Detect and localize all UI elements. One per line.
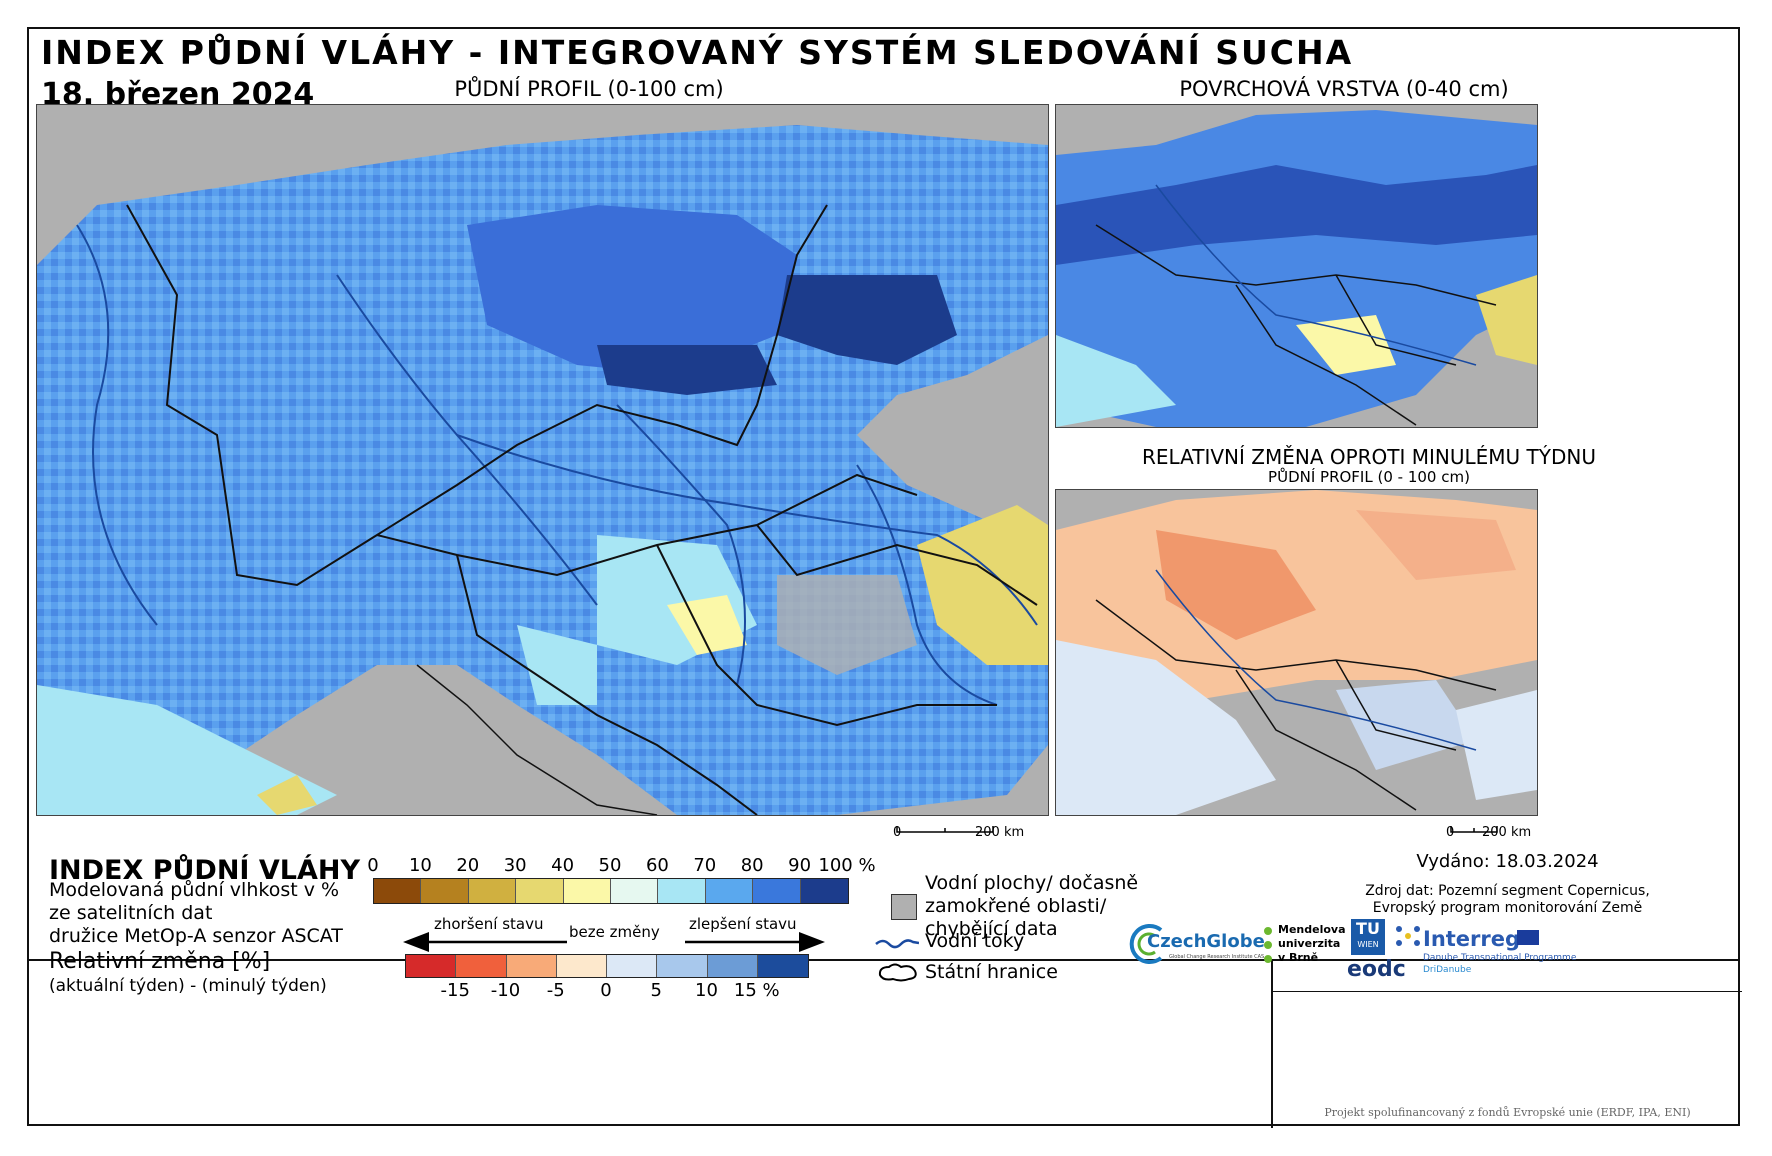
index-swatch-0 — [374, 879, 422, 903]
change-swatch-7 — [757, 955, 808, 977]
borders-label: Státní hranice — [925, 961, 1058, 983]
change-tick-0: -15 — [440, 980, 470, 1001]
change-swatch-3 — [556, 955, 607, 977]
index-swatch-3 — [516, 879, 564, 903]
main-scale-end: 200 km — [975, 825, 1025, 840]
index-tick-1: 10 — [408, 855, 432, 876]
change-map-label: RELATIVNÍ ZMĚNA OPROTI MINULÉMU TÝDNU — [1141, 445, 1596, 469]
water-label-2: zamokřené oblasti/ — [925, 895, 1107, 917]
index-swatch-8 — [753, 879, 801, 903]
footer-note: Projekt spolufinancovaný z fondů Evropsk… — [1324, 1106, 1691, 1119]
index-swatch-1 — [421, 879, 469, 903]
mendel-logo-line-3: v Brně — [1278, 951, 1319, 964]
eu-flag-icon — [1517, 930, 1539, 945]
tu-wien-logo-line-1: TU — [1356, 919, 1380, 938]
change-tick-1: -10 — [490, 980, 521, 1001]
interreg-logo-sub-2: DriDanube — [1423, 965, 1472, 975]
legend-desc-1: Modelovaná půdní vlhkost v % — [49, 879, 340, 901]
index-swatch-9 — [800, 879, 848, 903]
border-icon — [877, 961, 919, 983]
main-scale-bar — [895, 819, 995, 833]
change-tick-6: 15 % — [733, 980, 780, 1001]
tu-wien-logo-line-2: WIEN — [1357, 940, 1379, 949]
index-tick-2: 20 — [456, 855, 480, 876]
water-bodies-swatch — [891, 894, 917, 920]
change-swatch-2 — [506, 955, 557, 977]
mendel-logo: Mendelova univerzita v Brně — [1264, 923, 1346, 973]
index-swatch-4 — [563, 879, 611, 903]
arrow-worse-label: zhoršení stavu — [434, 915, 544, 933]
czechglobe-logo-subtext: Global Change Research Institute CAS — [1169, 954, 1265, 960]
arrow-nochange-label: beze změny — [569, 923, 660, 941]
change-map-sublabel: PŮDNÍ PROFIL (0 - 100 cm) — [1268, 468, 1470, 486]
arrow-better-label: zlepšení stavu — [689, 915, 797, 933]
index-tick-3: 30 — [503, 855, 527, 876]
source-line-2: Evropský program monitorování Země — [1372, 900, 1643, 916]
interreg-logo: Interreg Danube Transnational Programme … — [1389, 919, 1576, 979]
source-line-1: Zdroj dat: Pozemní segment Copernicus, — [1365, 883, 1650, 899]
arrow-right-icon — [685, 932, 825, 952]
change-tick-4: 5 — [650, 980, 662, 1001]
change-swatch-1 — [456, 955, 507, 977]
surface-layer-map — [1055, 104, 1538, 428]
figure-title: INDEX PŮDNÍ VLÁHY - INTEGROVANÝ SYSTÉM S… — [41, 33, 1354, 72]
change-color-ramp — [405, 954, 809, 978]
main-scale-zero: 0 — [893, 825, 902, 840]
legend-desc-2: ze satelitních dat — [49, 902, 213, 924]
index-tick-9: 90 — [788, 855, 812, 876]
interreg-logo-sub-1: Danube Transnational Programme — [1423, 953, 1577, 963]
change-swatch-6 — [707, 955, 758, 977]
index-color-ramp — [373, 878, 849, 904]
arrow-left-icon — [403, 932, 567, 952]
index-swatch-7 — [705, 879, 754, 903]
change-tick-2: -5 — [546, 980, 565, 1001]
change-swatch-0 — [406, 955, 457, 977]
surface-map-label: POVRCHOVÁ VRSTVA (0-40 cm) — [1179, 77, 1509, 101]
small-scale-zero: 0 — [1446, 825, 1455, 840]
main-soil-moisture-map — [36, 104, 1049, 816]
issued-label: Vydáno: 18.03.2024 — [1416, 851, 1599, 872]
index-swatch-6 — [658, 879, 706, 903]
index-tick-5: 50 — [598, 855, 622, 876]
eodc-logo: eodc — [1347, 957, 1406, 982]
index-swatch-2 — [468, 879, 517, 903]
relative-change-map — [1055, 489, 1538, 816]
index-tick-8: 80 — [740, 855, 764, 876]
river-icon — [875, 935, 920, 949]
figure-frame: INDEX PŮDNÍ VLÁHY - INTEGROVANÝ SYSTÉM S… — [27, 27, 1742, 1128]
interreg-logo-text: Interreg — [1423, 927, 1521, 951]
water-label-1: Vodní plochy/ dočasně — [925, 872, 1139, 894]
main-map-label: PŮDNÍ PROFIL (0-100 cm) — [454, 77, 724, 101]
legend-change-title: Relativní změna [%] — [49, 949, 271, 974]
mendel-logo-line-1: Mendelova — [1278, 923, 1346, 936]
index-tick-0: 0 — [367, 855, 379, 876]
index-tick-4: 40 — [551, 855, 575, 876]
index-tick-10: 100 % — [818, 855, 876, 876]
mendel-logo-line-2: univerzita — [1278, 937, 1341, 950]
rivers-label: Vodní toky — [925, 930, 1025, 952]
change-swatch-4 — [607, 955, 658, 977]
tu-wien-logo: TU WIEN — [1351, 919, 1385, 955]
index-tick-6: 60 — [645, 855, 669, 876]
small-scale-end: 200 km — [1482, 825, 1532, 840]
small-scale-bar — [1449, 819, 1499, 833]
czechglobe-logo: CzechGlobe Global Change Research Instit… — [1129, 922, 1265, 966]
index-swatch-5 — [610, 879, 659, 903]
index-ramp-ticks: 0 10 20 30 40 50 60 70 80 90 100 % — [367, 855, 875, 877]
change-tick-3: 0 — [600, 980, 612, 1001]
legend-title: INDEX PŮDNÍ VLÁHY — [49, 855, 361, 886]
legend-vertical-divider — [1271, 959, 1273, 1128]
change-ramp-ticks: -15 -10 -5 0 5 10 15 % — [405, 980, 807, 1002]
legend-desc-3: družice MetOp-A senzor ASCAT — [49, 925, 343, 947]
change-swatch-5 — [657, 955, 708, 977]
legend-change-desc: (aktuální týden) - (minulý týden) — [49, 976, 327, 996]
water-label-3: chybějící data — [925, 918, 1058, 940]
legend-divider — [29, 959, 1738, 961]
issued-divider — [1273, 991, 1742, 992]
czechglobe-logo-text: CzechGlobe — [1147, 931, 1265, 952]
change-tick-5: 10 — [695, 980, 718, 1001]
index-tick-7: 70 — [693, 855, 717, 876]
